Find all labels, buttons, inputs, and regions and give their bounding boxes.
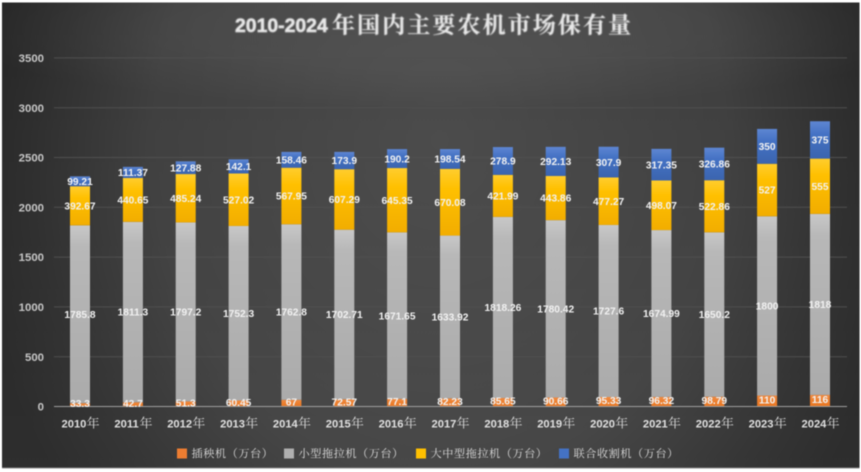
svg-text:350: 350 [759,142,776,153]
svg-text:392.67: 392.67 [64,202,95,213]
svg-text:2015: 2015 [326,419,351,431]
svg-text:307.9: 307.9 [596,158,622,169]
svg-text:670.08: 670.08 [434,198,465,209]
svg-text:142.1: 142.1 [226,162,252,173]
svg-text:2011: 2011 [114,419,138,431]
svg-text:96.32: 96.32 [649,396,675,407]
svg-text:198.54: 198.54 [434,155,465,166]
svg-text:33.3: 33.3 [70,399,90,410]
svg-text:1780.42: 1780.42 [537,305,574,316]
svg-text:421.99: 421.99 [487,192,518,203]
svg-text:555: 555 [812,182,829,193]
svg-text:567.95: 567.95 [276,192,307,203]
svg-text:67: 67 [286,398,298,409]
svg-text:190.2: 190.2 [384,154,410,165]
svg-text:1818: 1818 [809,300,832,311]
svg-text:2013: 2013 [220,419,245,431]
svg-text:477.27: 477.27 [593,197,624,208]
svg-text:278.9: 278.9 [490,157,516,168]
svg-text:51.3: 51.3 [176,398,196,409]
svg-text:527: 527 [759,186,776,197]
svg-text:1500: 1500 [19,252,44,264]
svg-text:82.23: 82.23 [437,397,463,408]
svg-text:1785.8: 1785.8 [64,310,95,321]
svg-text:77.1: 77.1 [387,397,407,408]
svg-text:2024: 2024 [802,419,828,431]
svg-text:127.88: 127.88 [170,163,201,174]
svg-text:1674.99: 1674.99 [643,309,680,320]
svg-text:522.86: 522.86 [699,202,730,213]
svg-text:1752.3: 1752.3 [223,309,254,320]
svg-text:116: 116 [812,395,829,406]
svg-text:1797.2: 1797.2 [170,308,201,319]
svg-text:173.9: 173.9 [332,156,358,167]
svg-text:158.46: 158.46 [276,156,307,167]
svg-text:98.79: 98.79 [702,396,728,407]
svg-text:1800: 1800 [756,302,779,313]
svg-text:95.33: 95.33 [596,396,622,407]
svg-text:1671.65: 1671.65 [379,311,416,322]
svg-text:85.65: 85.65 [490,397,516,408]
svg-text:2012: 2012 [167,419,192,431]
svg-text:375: 375 [812,136,829,147]
svg-text:292.13: 292.13 [540,157,571,168]
svg-text:317.35: 317.35 [646,160,677,171]
svg-text:1818.26: 1818.26 [484,303,521,314]
svg-text:42.7: 42.7 [123,399,143,410]
svg-text:326.86: 326.86 [699,160,730,171]
svg-text:2010-2024: 2010-2024 [235,15,328,37]
svg-text:99.21: 99.21 [67,177,93,188]
svg-text:1633.92: 1633.92 [432,313,469,324]
svg-text:1650.2: 1650.2 [699,310,730,321]
svg-text:485.24: 485.24 [170,194,201,205]
svg-text:2018: 2018 [484,419,509,431]
svg-text:2023: 2023 [749,419,774,431]
svg-text:90.66: 90.66 [543,396,569,407]
svg-text:607.29: 607.29 [329,195,360,206]
svg-text:60.45: 60.45 [226,398,252,409]
svg-text:1000: 1000 [19,302,44,314]
svg-text:3500: 3500 [19,53,44,65]
svg-text:2019: 2019 [537,419,562,431]
svg-text:2016: 2016 [379,419,404,431]
svg-text:0: 0 [38,402,44,414]
svg-text:2014: 2014 [273,419,299,431]
svg-text:2017: 2017 [432,419,457,431]
svg-text:2000: 2000 [19,202,44,214]
svg-text:645.35: 645.35 [382,196,413,207]
svg-text:1702.71: 1702.71 [326,310,363,321]
svg-text:1727.6: 1727.6 [593,307,624,318]
svg-text:500: 500 [25,352,44,364]
svg-text:3000: 3000 [19,103,44,115]
svg-text:2500: 2500 [19,153,44,165]
svg-text:2020: 2020 [590,419,615,431]
svg-text:440.65: 440.65 [117,196,148,207]
svg-text:527.02: 527.02 [223,195,254,206]
svg-text:2022: 2022 [696,419,721,431]
svg-text:1811.3: 1811.3 [118,308,149,319]
svg-text:1762.8: 1762.8 [276,308,307,319]
svg-text:110: 110 [759,395,776,406]
svg-text:72.57: 72.57 [332,397,358,408]
svg-text:2021: 2021 [643,419,668,431]
svg-text:498.07: 498.07 [646,201,677,212]
svg-text:443.86: 443.86 [540,194,571,205]
svg-text:2010: 2010 [62,419,87,431]
svg-text:111.37: 111.37 [118,168,148,179]
